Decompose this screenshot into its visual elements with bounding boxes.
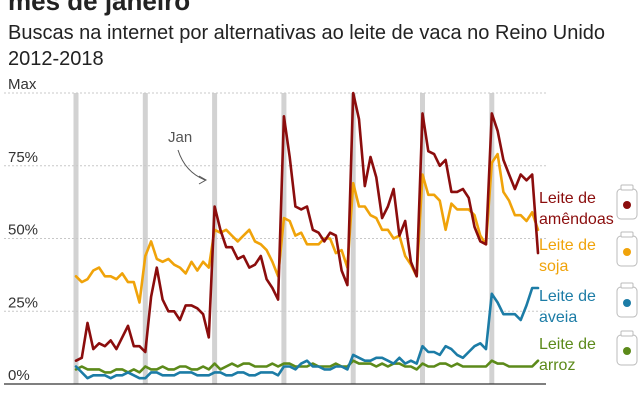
carton-emblem-icon <box>623 248 631 256</box>
series-line-1 <box>74 152 540 304</box>
y-tick-label: Max <box>8 76 37 93</box>
legend-label: soja <box>539 258 568 275</box>
carton-cap-icon <box>620 282 634 289</box>
january-band-3 <box>281 93 287 384</box>
legend-label: Leite de <box>539 288 596 305</box>
series-lines <box>74 91 540 380</box>
january-band-2 <box>212 93 218 384</box>
y-tick-label: 75% <box>8 149 38 166</box>
legend-label: Leite de <box>539 336 596 353</box>
y-axis-ticks: Max 75% 50% 25% 0% <box>8 76 38 384</box>
y-tick-label: 50% <box>8 222 38 239</box>
legend-label: Leite de <box>539 237 596 254</box>
carton-emblem-icon <box>623 201 631 209</box>
series-line-3 <box>74 359 540 374</box>
january-band-5 <box>420 93 425 384</box>
carton-cap-icon <box>620 231 634 238</box>
january-band-6 <box>489 93 495 384</box>
series-line-0 <box>74 91 540 363</box>
annotation-arrow <box>177 149 206 181</box>
legend-label: Leite de <box>539 190 596 207</box>
carton-cap-icon <box>620 330 634 337</box>
gridlines <box>4 92 546 385</box>
carton-cap-icon <box>620 184 634 191</box>
y-tick-label: 0% <box>8 367 30 384</box>
annotation-jan-label: Jan <box>168 129 192 146</box>
chart-subtitle: Buscas na internet por alternativas ao l… <box>8 22 606 70</box>
legend-label: aveia <box>539 309 577 326</box>
series-line-2 <box>74 286 540 380</box>
annotation-arrowhead <box>198 175 208 185</box>
legend-label: arroz <box>539 357 575 374</box>
annotations: Jan <box>168 129 208 185</box>
y-tick-label: 25% <box>8 294 38 311</box>
page-title: mês de janeiro <box>8 0 191 16</box>
carton-emblem-icon <box>623 299 631 307</box>
legend: Leite de amêndoas Leite de soja Leite de avei… <box>539 184 638 374</box>
legend-label: amêndoas <box>539 211 614 228</box>
carton-emblem-icon <box>623 347 631 355</box>
